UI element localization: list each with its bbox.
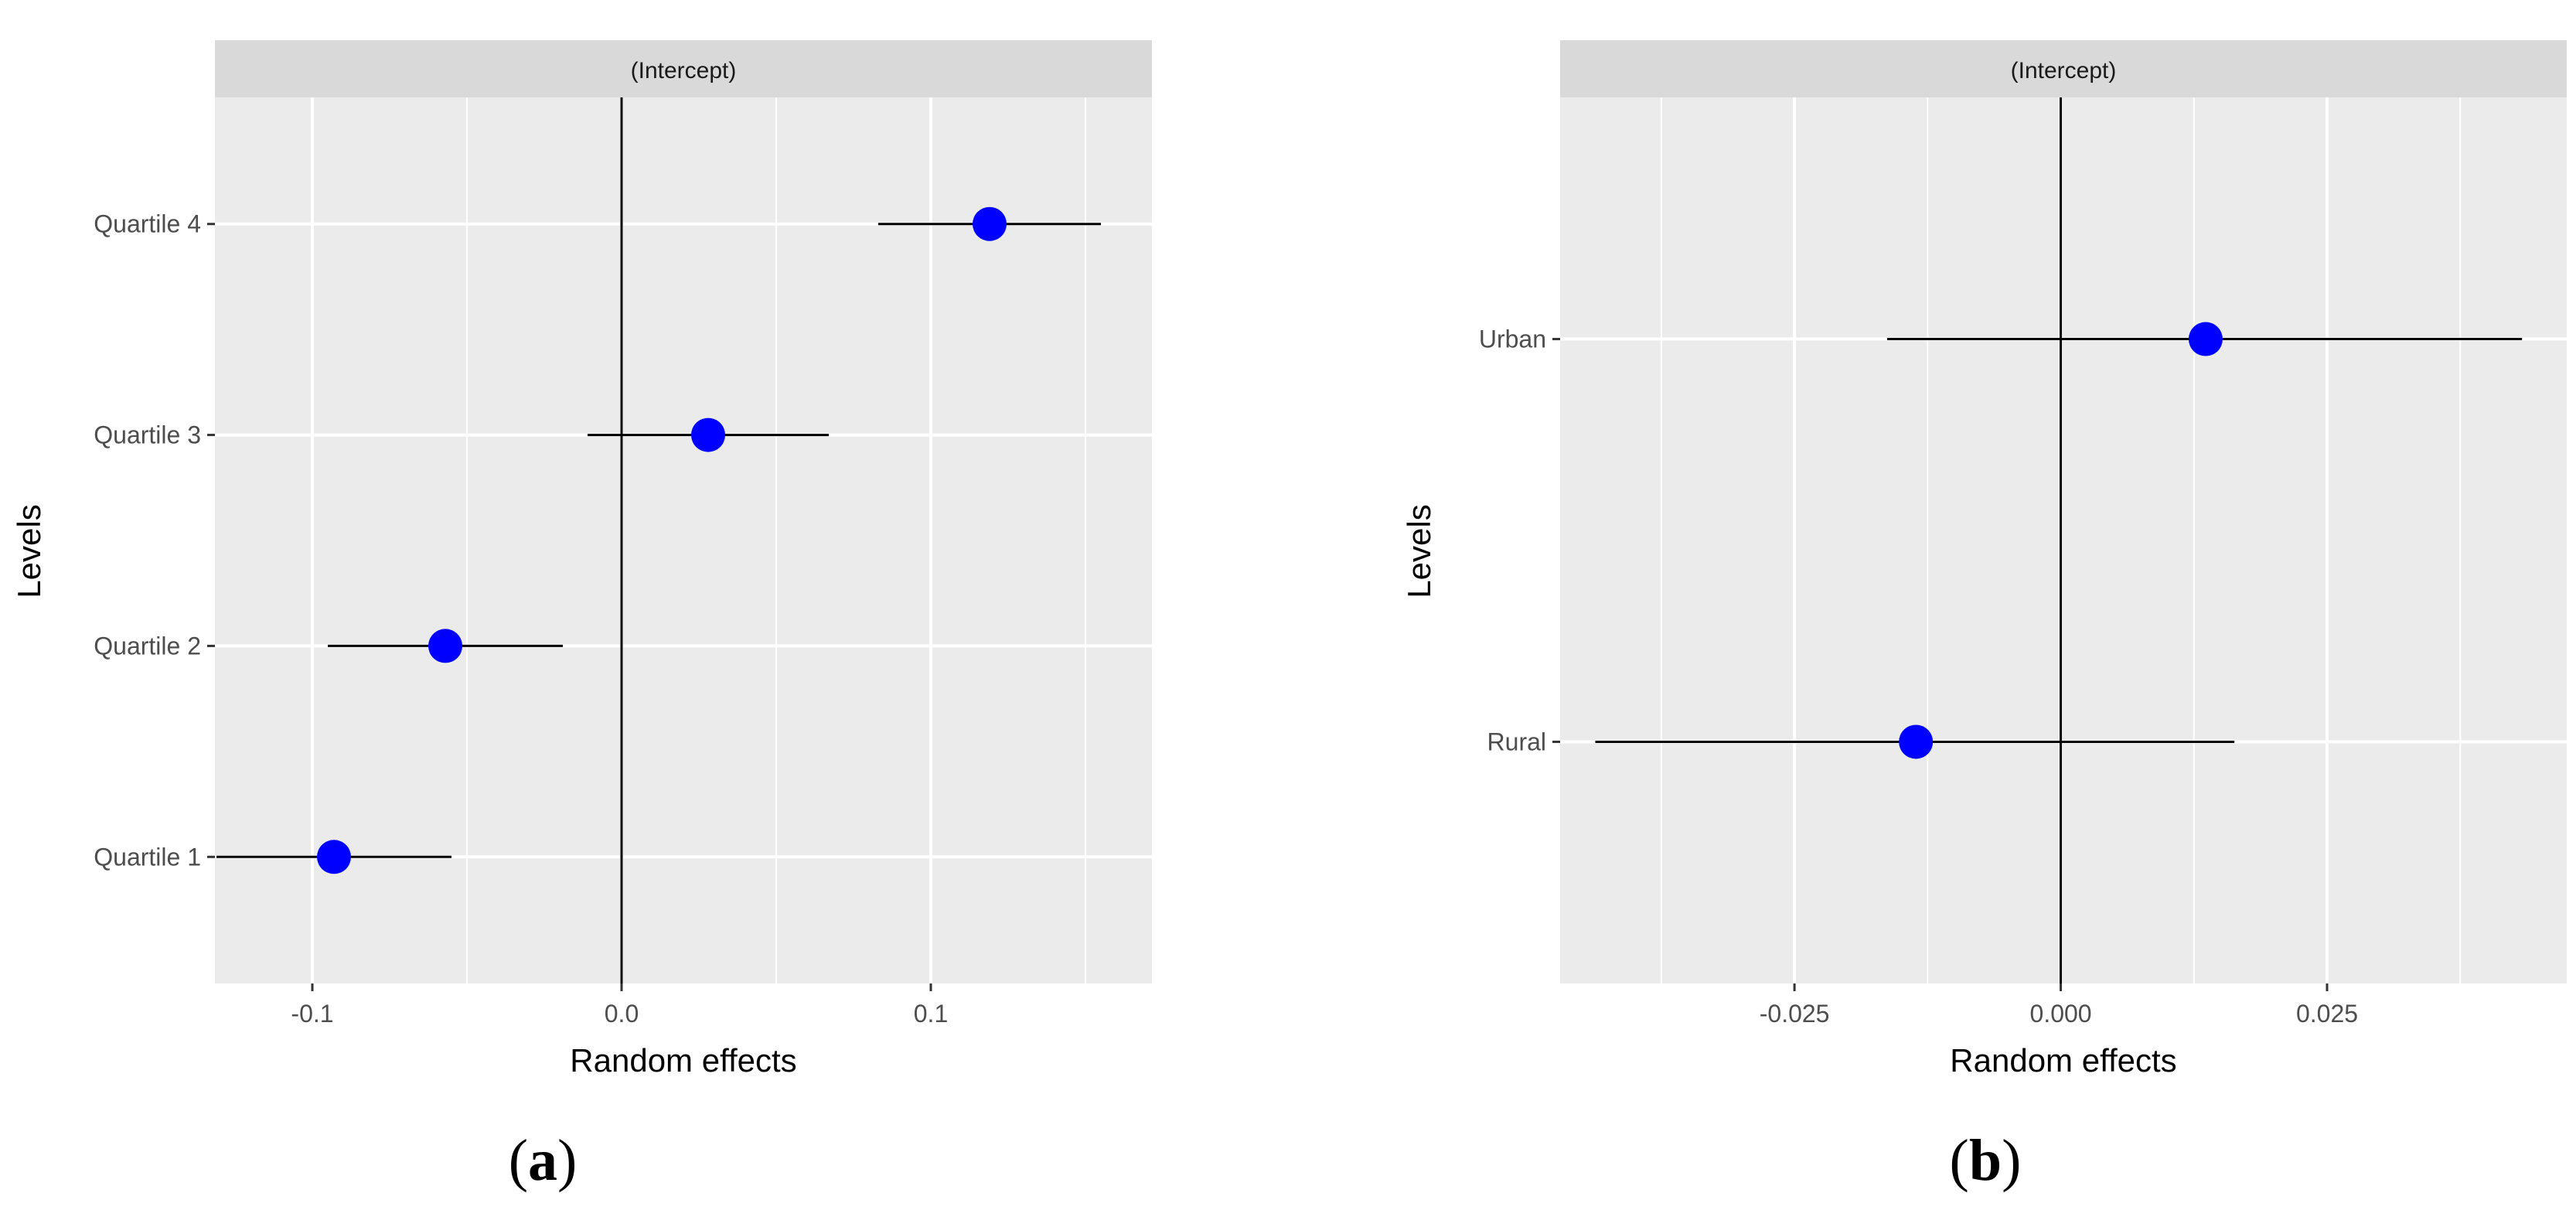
facet-strip-label: (Intercept) bbox=[631, 58, 737, 84]
point-quartile-1 bbox=[317, 840, 351, 874]
y-tick-label-1: Quartile 2 bbox=[94, 632, 201, 660]
plot-panel bbox=[215, 97, 1152, 983]
x-tick-label-0: -0.025 bbox=[1760, 1000, 1830, 1028]
facet-strip-label: (Intercept) bbox=[2011, 58, 2117, 84]
point-quartile-4 bbox=[973, 206, 1007, 241]
y-tick-label-2: Quartile 3 bbox=[94, 421, 201, 449]
x-tick-label-2: 0.1 bbox=[914, 1000, 948, 1028]
x-tick-label-0: -0.1 bbox=[291, 1000, 333, 1028]
point-urban bbox=[2188, 322, 2223, 356]
facet-strip bbox=[1560, 40, 2567, 97]
panel-caption-b-letter: b bbox=[1969, 1128, 2002, 1193]
x-tick-label-1: 0.000 bbox=[2030, 1000, 2092, 1028]
y-tick-label-0: Quartile 1 bbox=[94, 843, 201, 871]
x-axis-title: Random effects bbox=[1950, 1042, 2176, 1079]
x-tick-label-1: 0.0 bbox=[605, 1000, 639, 1028]
panel-caption-a-letter: a bbox=[528, 1128, 557, 1193]
panel-caption-a: (a) bbox=[509, 1128, 578, 1193]
panel-caption-b: (b) bbox=[1950, 1128, 2022, 1193]
facet-strip bbox=[215, 40, 1152, 97]
point-rural bbox=[1899, 724, 1934, 759]
x-tick-label-2: 0.025 bbox=[2296, 1000, 2358, 1028]
y-tick-label-1: Urban bbox=[1479, 326, 1546, 353]
point-quartile-2 bbox=[428, 629, 462, 663]
y-axis-title: Levels bbox=[11, 504, 47, 598]
x-axis-title: Random effects bbox=[570, 1042, 796, 1079]
plot-panel bbox=[1560, 97, 2567, 983]
y-tick-label-0: Rural bbox=[1487, 728, 1546, 755]
chart-panel-b: (Intercept) -0.025 0.000 0.025 Rural Urban Ran… bbox=[1401, 40, 2567, 1079]
y-axis-title: Levels bbox=[1401, 504, 1437, 598]
chart-panel-a: (Intercept) -0.1 0.0 0.1 Quartile 1 Quartile … bbox=[11, 40, 1152, 1079]
y-tick-label-3: Quartile 4 bbox=[94, 210, 201, 238]
point-quartile-3 bbox=[691, 418, 725, 452]
